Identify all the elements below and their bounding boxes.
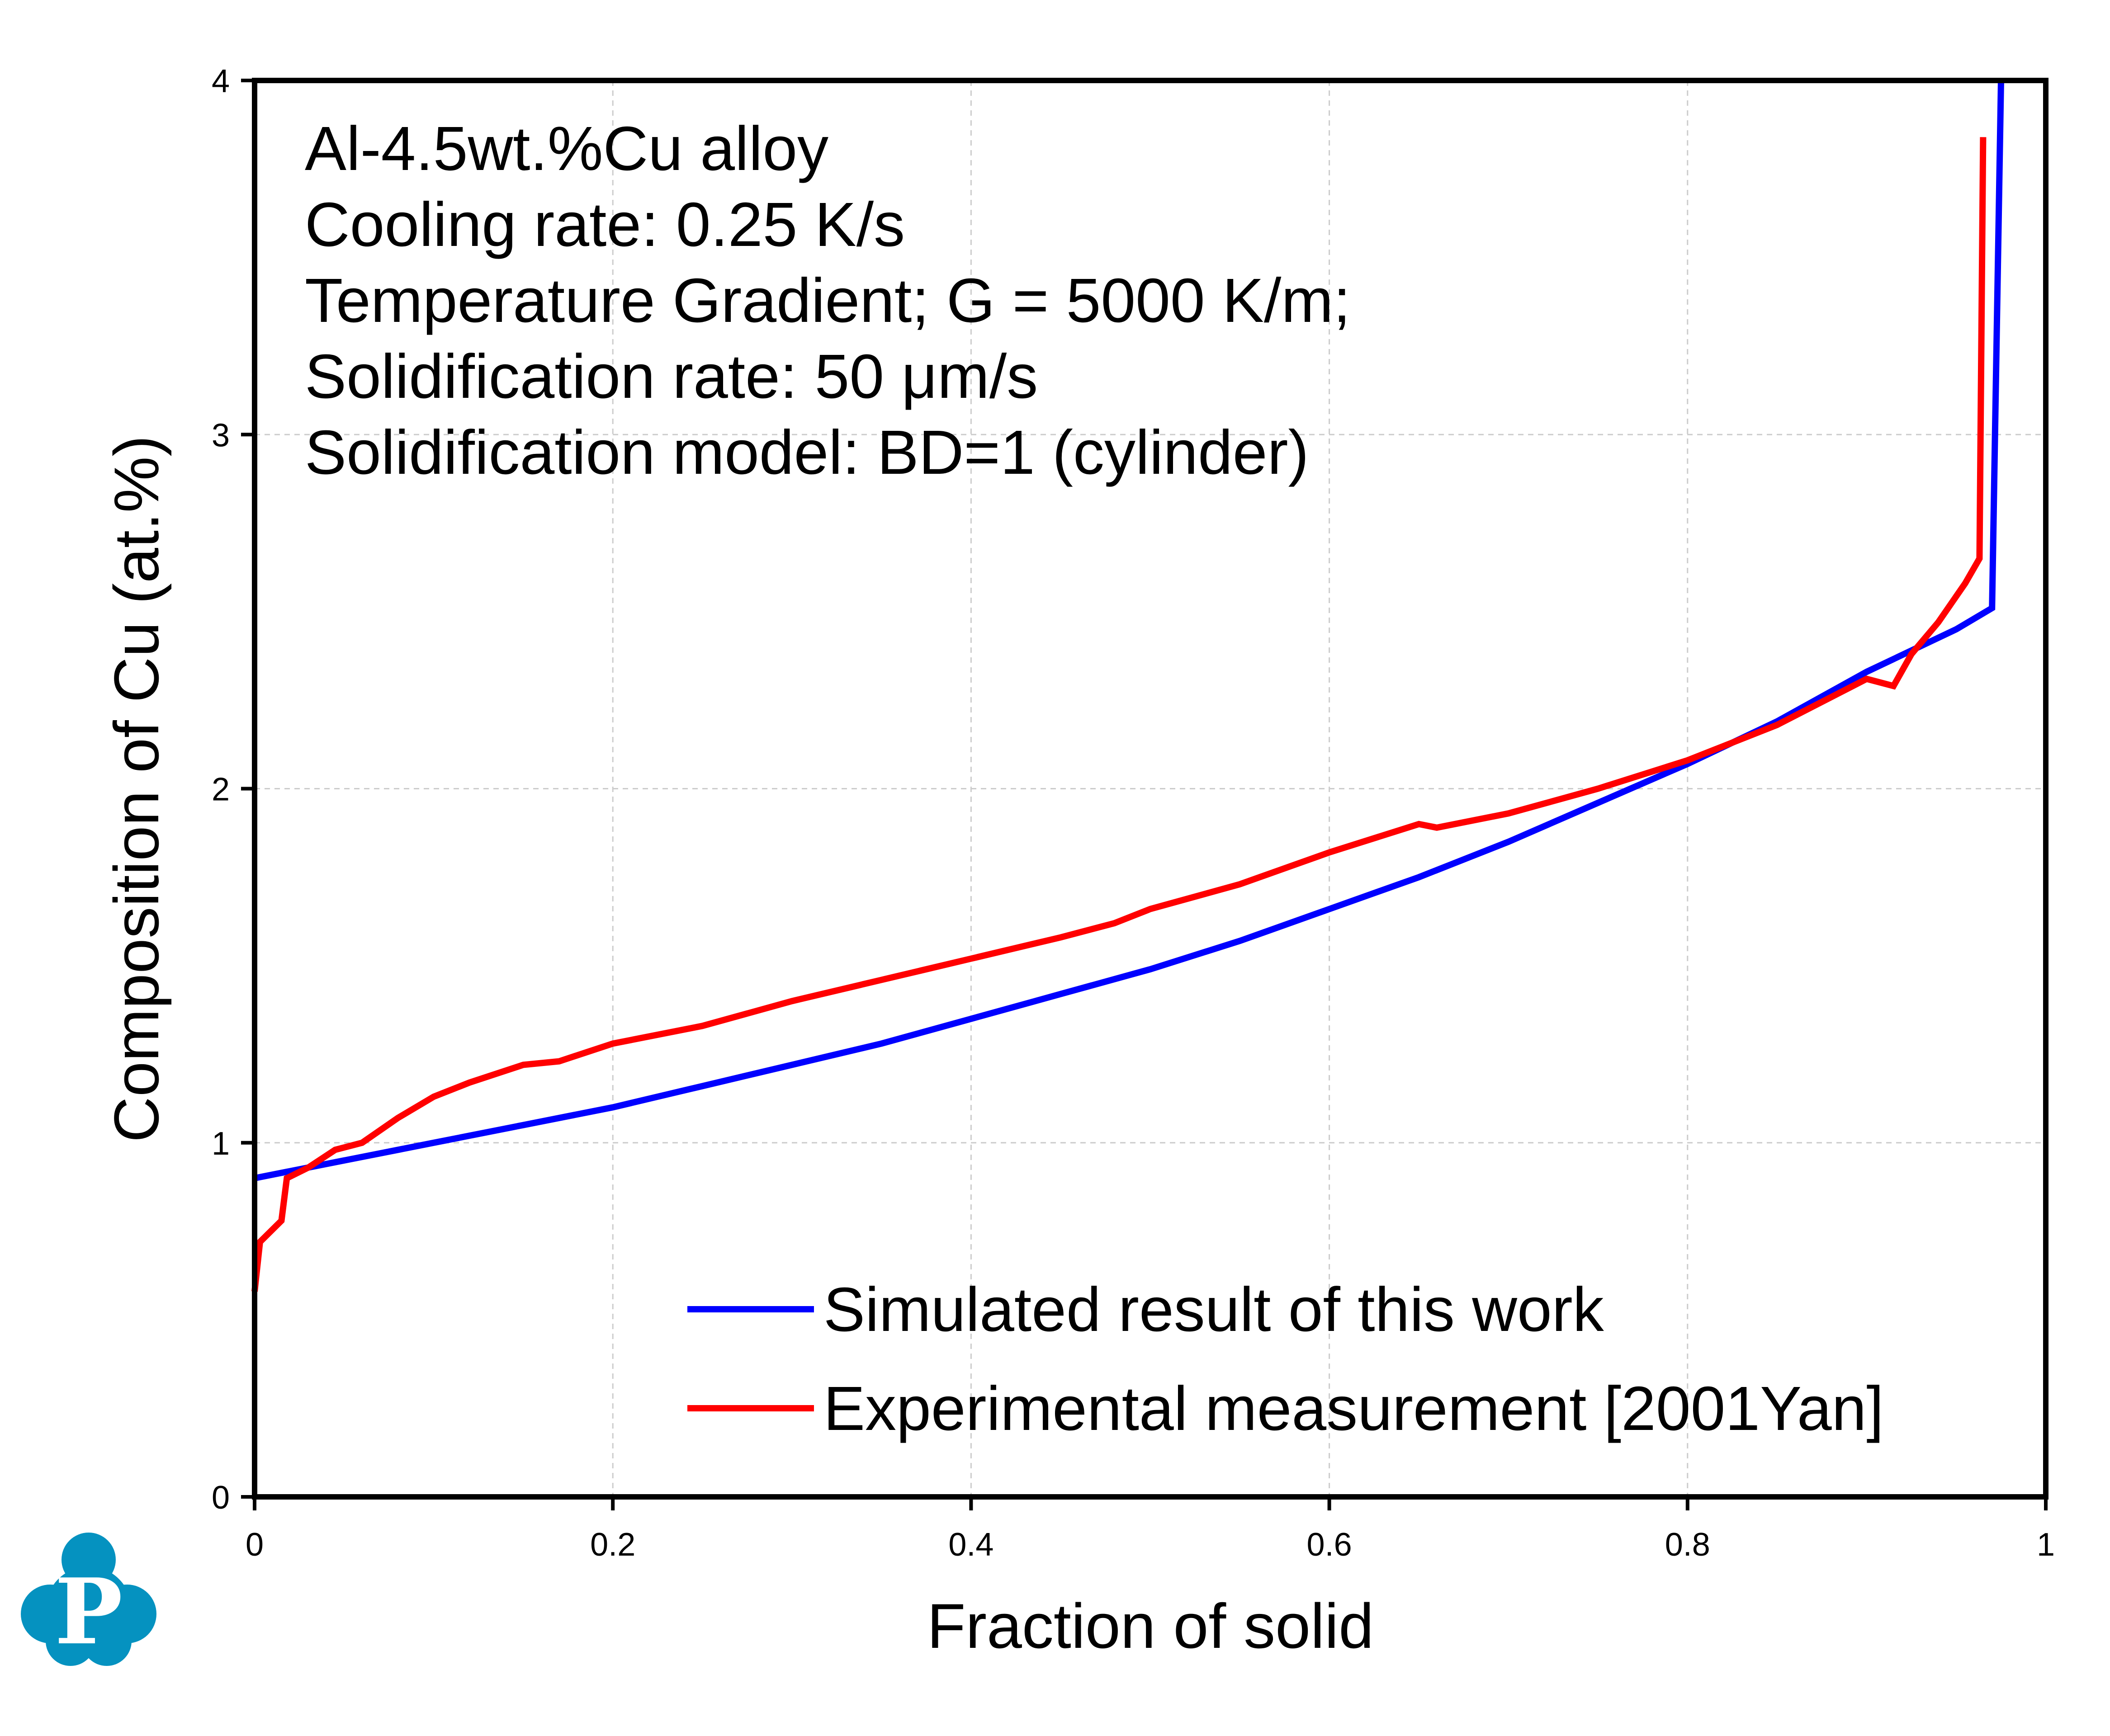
annotation-text: Solidification model: BD=1 (cylinder) <box>305 418 1309 487</box>
x-tick-label: 0.6 <box>1307 1527 1352 1563</box>
grid <box>255 80 2046 1497</box>
legend: Simulated result of this work Experimenta… <box>687 1275 1884 1444</box>
simulated-series-line <box>254 80 2004 1181</box>
series-layer <box>251 80 2004 1292</box>
annotation-text: Cooling rate: 0.25 K/s <box>305 190 905 259</box>
annotation-text: Temperature Gradient; G = 5000 K/m; <box>305 266 1351 335</box>
legend-label: Experimental measurement [2001Yan] <box>823 1374 1884 1444</box>
annotation-text: Solidification rate: 50 μm/s <box>305 342 1038 411</box>
x-tick-label: 1 <box>2037 1527 2055 1563</box>
x-tick-label: 0.2 <box>590 1527 635 1563</box>
y-tick-label: 2 <box>212 772 230 808</box>
logo-letter: P <box>55 1559 123 1665</box>
y-tick-label: 0 <box>212 1480 230 1516</box>
experimental-series-line <box>251 137 1987 1292</box>
y-tick-label: 4 <box>212 63 230 99</box>
legend-label: Simulated result of this work <box>823 1275 1604 1344</box>
annotation-text: Al-4.5wt.%Cu alloy <box>305 114 828 184</box>
x-tick-label: 0.4 <box>948 1527 993 1563</box>
y-tick-label: 3 <box>212 417 230 453</box>
ticks: 0 0.2 0.4 0.6 0.8 1 0 1 2 3 4 <box>212 63 2055 1563</box>
y-tick-label: 1 <box>212 1126 230 1162</box>
x-tick-label: 0 <box>246 1527 264 1563</box>
logo-icon: P <box>21 1533 156 1666</box>
y-axis-label: Composition of Cu (at.%) <box>101 435 172 1142</box>
x-axis-label: Fraction of solid <box>927 1590 1374 1661</box>
x-tick-label: 0.8 <box>1665 1527 1710 1563</box>
